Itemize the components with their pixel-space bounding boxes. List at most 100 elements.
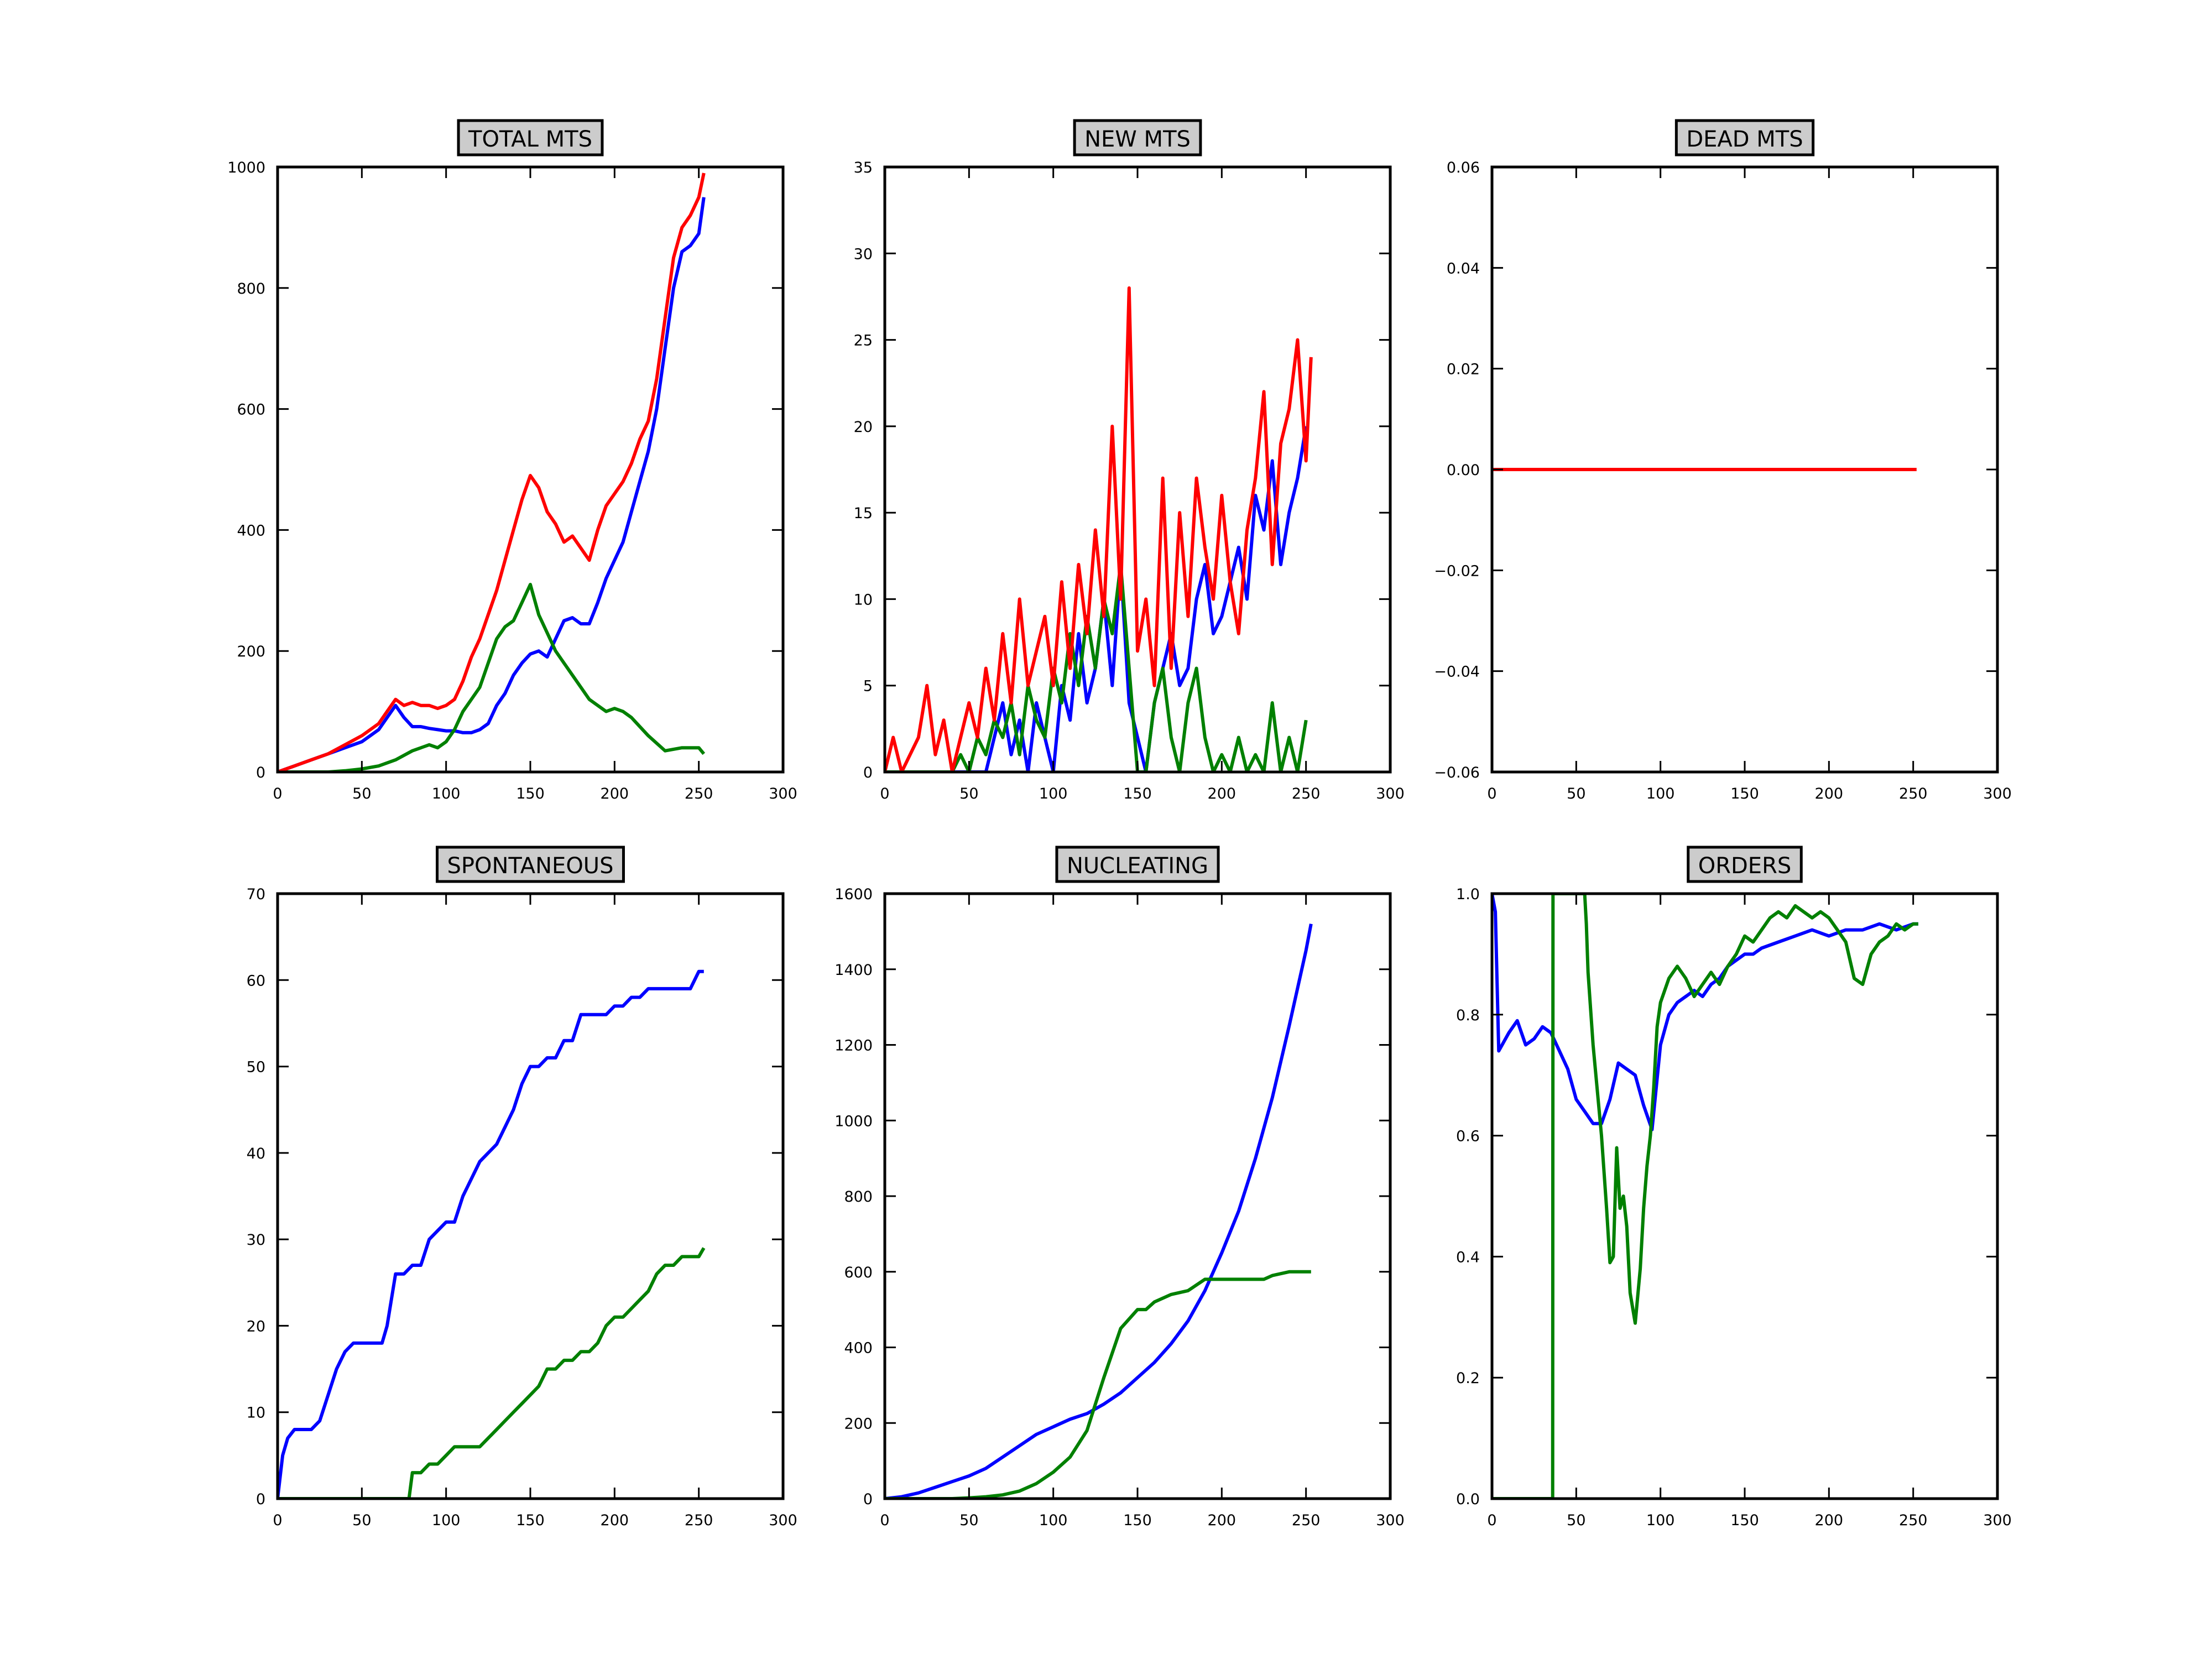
- series-line-0: [885, 924, 1313, 1499]
- chart-nucleating: 0 50 100 150 200 250 300 0 200 400 600 800 1000 1200 1…: [834, 846, 1405, 1529]
- y-tick-label: 40: [247, 1145, 265, 1162]
- chart-title-box: [1055, 846, 1220, 883]
- y-tick-label: 0.00: [1447, 462, 1480, 479]
- x-tick-label: 150: [1730, 785, 1759, 802]
- chart-spontaneous: 0 50 100 150 200 250 300 0 10 20 30 40 50 60 70 SPONTAN…: [247, 846, 797, 1529]
- x-tick-label: 200: [1815, 1512, 1844, 1529]
- chart-title-box: [1687, 846, 1803, 883]
- chart-title: SPONTANEOUS: [447, 853, 614, 879]
- y-tick-label: 800: [237, 280, 265, 298]
- x-tick-label: 250: [1899, 1512, 1928, 1529]
- x-tick-label: 250: [1292, 1512, 1321, 1529]
- y-tick-label: 400: [844, 1340, 873, 1357]
- x-tick-label: 250: [685, 785, 713, 802]
- y-tick-label: 30: [247, 1232, 265, 1249]
- axes-frame: [276, 165, 785, 774]
- chart-title-box: [1073, 119, 1202, 156]
- y-tick-label: 200: [844, 1415, 873, 1432]
- chart-title: TOTAL MTS: [468, 127, 592, 152]
- x-tick-label: 300: [1376, 785, 1405, 802]
- y-tick-label: 0: [863, 1491, 873, 1508]
- y-tick-label: 15: [854, 505, 873, 522]
- y-tick-label: −0.02: [1434, 562, 1480, 580]
- x-tick-label: 50: [352, 785, 371, 802]
- series-line-0: [1492, 894, 1918, 1131]
- chart-title: NEW MTS: [1084, 127, 1191, 152]
- x-tick-label: 100: [1646, 1512, 1675, 1529]
- x-tick-label: 0: [1487, 785, 1496, 802]
- y-tick-label: 1000: [227, 159, 265, 176]
- y-tick-label: 1200: [834, 1037, 873, 1055]
- chart-title-box: [457, 119, 604, 156]
- x-tick-label: 100: [432, 1512, 461, 1529]
- series-line-1: [278, 582, 706, 772]
- x-tick-label: 0: [880, 1512, 889, 1529]
- x-tick-label: 0: [273, 1512, 282, 1529]
- y-tick-label: 20: [247, 1318, 265, 1335]
- x-tick-label: 100: [1039, 785, 1068, 802]
- y-tick-label: 10: [854, 591, 873, 608]
- y-tick-label: 10: [247, 1405, 265, 1422]
- x-tick-label: 150: [516, 1512, 545, 1529]
- y-tick-label: 0.0: [1456, 1491, 1480, 1508]
- series-line-1: [1492, 894, 1918, 1499]
- x-tick-label: 200: [1815, 785, 1844, 802]
- y-tick-label: 25: [854, 332, 873, 349]
- series-line-0: [278, 969, 704, 1499]
- y-tick-label: 1.0: [1456, 886, 1480, 903]
- y-tick-label: 0.02: [1447, 361, 1480, 378]
- y-tick-label: 20: [854, 419, 873, 436]
- series-line-0: [885, 426, 1308, 772]
- series-line-1: [278, 1247, 706, 1499]
- y-tick-label: 0.6: [1456, 1128, 1480, 1145]
- y-tick-label: 1000: [834, 1113, 873, 1130]
- y-tick-label: 1600: [834, 886, 873, 903]
- axes-frame: [1490, 892, 1999, 1500]
- y-tick-label: 0: [256, 1491, 265, 1508]
- y-tick-label: 0.04: [1447, 260, 1480, 277]
- x-tick-label: 50: [1567, 785, 1585, 802]
- y-tick-label: 600: [844, 1264, 873, 1281]
- y-tick-label: 5: [863, 678, 873, 695]
- x-tick-label: 100: [1646, 785, 1675, 802]
- chart-title-box: [436, 846, 625, 883]
- chart-title: DEAD MTS: [1686, 127, 1803, 152]
- x-tick-label: 100: [1039, 1512, 1068, 1529]
- x-tick-label: 50: [1567, 1512, 1585, 1529]
- chart-title-box: [1674, 119, 1815, 156]
- x-tick-label: 250: [685, 1512, 713, 1529]
- x-tick-label: 0: [1487, 1512, 1496, 1529]
- series-line-1: [885, 562, 1308, 772]
- y-tick-label: 0.8: [1456, 1007, 1480, 1024]
- chart-dead-mts: 0 50 100 150 200 250 300 −0.06 −0.04 −0.02 0.00 0.0…: [1434, 119, 2012, 802]
- y-tick-label: 35: [854, 159, 873, 176]
- y-tick-label: 0.4: [1456, 1249, 1480, 1266]
- y-tick-label: 60: [247, 972, 265, 989]
- y-tick-label: 0: [256, 764, 265, 781]
- x-tick-label: 50: [959, 1512, 978, 1529]
- y-tick-label: 0.2: [1456, 1370, 1480, 1387]
- x-tick-label: 200: [601, 785, 629, 802]
- y-tick-label: 800: [844, 1188, 873, 1206]
- x-tick-label: 150: [1123, 785, 1152, 802]
- x-tick-label: 200: [601, 1512, 629, 1529]
- x-tick-label: 250: [1899, 785, 1928, 802]
- chart-total-mts: 0 50 100 150 200 250 300 0 200 400 600 800 1000 TOTAL…: [227, 119, 797, 802]
- x-tick-label: 250: [1292, 785, 1321, 802]
- chart-title: NUCLEATING: [1067, 853, 1208, 879]
- x-tick-label: 300: [1983, 1512, 2012, 1529]
- y-tick-label: 200: [237, 643, 265, 660]
- chart-new-mts: 0 50 100 150 200 250 300 0 5 10 15 20 25 30 35 NEW MTS: [854, 119, 1405, 802]
- chart-orders: 0 50 100 150 200 250 300 0.0 0.2 0.4 0.6 0.8 1.0 ORDE…: [1456, 846, 2012, 1529]
- y-tick-label: 70: [247, 886, 265, 903]
- y-tick-label: 400: [237, 522, 265, 539]
- series-line-1: [885, 1270, 1311, 1499]
- x-tick-label: 150: [516, 785, 545, 802]
- series-line-0: [278, 197, 706, 772]
- chart-title: ORDERS: [1698, 853, 1792, 879]
- x-tick-label: 200: [1208, 1512, 1237, 1529]
- y-tick-label: −0.04: [1434, 664, 1480, 681]
- x-tick-label: 100: [432, 785, 461, 802]
- y-tick-label: 0.06: [1447, 159, 1480, 176]
